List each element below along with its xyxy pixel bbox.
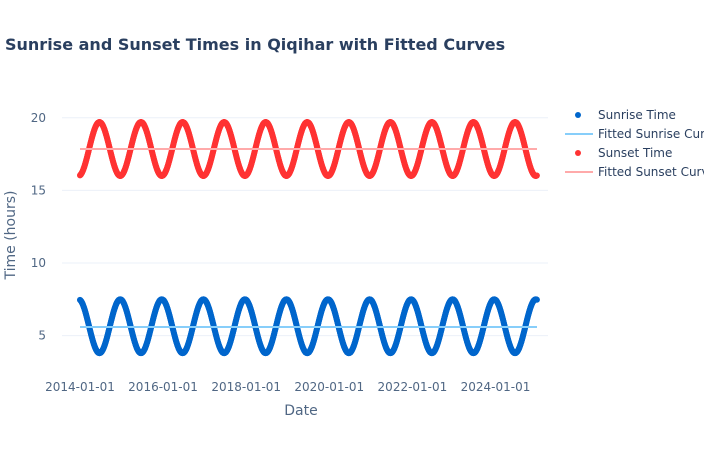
- chart-title: Sunrise and Sunset Times in Qiqihar with…: [5, 35, 505, 54]
- data-point: [533, 172, 540, 179]
- plot-area: [77, 119, 540, 357]
- series-sunset-time: [77, 119, 540, 179]
- y-tick-label: 5: [38, 329, 46, 343]
- y-tick-label: 15: [31, 183, 46, 197]
- x-tick-label: 2018-01-01: [211, 380, 281, 394]
- legend-item[interactable]: Fitted Sunset Curve: [565, 165, 704, 179]
- legend-label: Fitted Sunrise Curve: [598, 127, 704, 141]
- grid: [62, 117, 548, 337]
- legend-label: Fitted Sunset Curve: [598, 165, 704, 179]
- legend-label: Sunset Time: [598, 146, 672, 160]
- legend-label: Sunrise Time: [598, 108, 676, 122]
- series-sunrise-time: [77, 296, 540, 357]
- x-tick-label: 2024-01-01: [461, 380, 531, 394]
- legend-marker-swatch: [575, 112, 581, 118]
- x-tick-label: 2014-01-01: [45, 380, 115, 394]
- x-tick-label: 2022-01-01: [378, 380, 448, 394]
- x-tick-label: 2020-01-01: [294, 380, 364, 394]
- y-tick-label: 20: [31, 111, 46, 125]
- y-axis: 5 10 15 20: [31, 111, 46, 343]
- data-point: [533, 296, 540, 303]
- legend-item[interactable]: Sunrise Time: [575, 108, 676, 122]
- legend-marker-swatch: [575, 150, 581, 156]
- x-axis: 2014-01-01 2016-01-01 2018-01-01 2020-01-01…: [45, 380, 530, 394]
- legend-item[interactable]: Fitted Sunrise Curve: [565, 127, 704, 141]
- x-axis-title: Date: [284, 403, 317, 419]
- legend-item[interactable]: Sunset Time: [575, 146, 672, 160]
- y-tick-label: 10: [31, 256, 46, 270]
- x-tick-label: 2016-01-01: [128, 380, 198, 394]
- legend: Sunrise Time Fitted Sunrise Curve Sunset T…: [565, 108, 704, 179]
- y-axis-title: Time (hours): [3, 191, 19, 281]
